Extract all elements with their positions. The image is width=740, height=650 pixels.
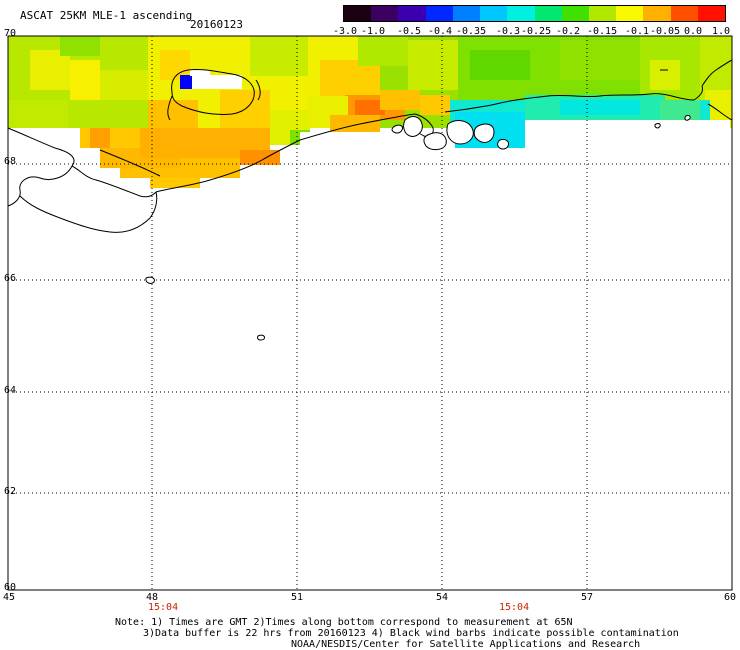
colorbar-segment [588,6,617,21]
product-title: ASCAT 25KM MLE-1 ascending [20,9,193,22]
lon-label: 45 [3,592,16,603]
lat-label: 60 [4,582,17,593]
note-line-3: NOAA/NESDIS/Center for Satellite Applica… [291,639,641,650]
colorbar-segment [398,6,426,21]
islands [145,115,691,341]
colorbar-label: -0.5 [397,26,422,37]
lon-label: 51 [291,592,304,603]
graticule [8,36,732,590]
colorbar-label: -3.0 [333,26,358,37]
lat-label: 66 [4,273,17,284]
pass-time-label: 15:04 [499,602,530,613]
lat-label: 68 [4,156,17,167]
note-line-1: Note: 1) Times are GMT 2)Times along bot… [115,617,573,628]
colorbar-segment [643,6,671,21]
lat-label: 70 [4,28,17,39]
colorbar-segment [616,6,644,21]
colorbar-label: -0.25 [521,26,552,37]
pass-time-label: 15:04 [148,602,179,613]
colorbar-segment [561,6,589,21]
colorbar-label: -0.3 [496,26,521,37]
colorbar-label: -0.15 [587,26,618,37]
colorbar-segment [534,6,562,21]
coastline [7,59,733,233]
colorbar-segment [425,6,453,21]
colorbar-segment [452,6,481,21]
note-line-2: 3)Data buffer is 22 hrs from 20160123 4)… [143,628,679,639]
lon-label: 60 [724,592,737,603]
colorbar-label: -0.4 [428,26,453,37]
colorbar-segment [371,6,399,21]
colorbar-segment [344,6,372,21]
lat-label: 64 [4,385,17,396]
lon-label: 48 [146,592,159,603]
wind-data-field [8,36,732,188]
colorbar-label: -0.1 [625,26,650,37]
colorbar-segment [697,6,726,21]
colorbar-label: -0.05 [650,26,681,37]
colorbar-segment [670,6,698,21]
lake-outline [167,69,255,121]
colorbar [343,5,726,22]
colorbar-label: 1.0 [712,26,731,37]
colorbar-segment [507,6,535,21]
colorbar-label: 0.0 [684,26,703,37]
colorbar-label: -0.35 [456,26,487,37]
colorbar-segment [480,6,508,21]
product-date: 20160123 [190,18,243,31]
colorbar-label: -0.2 [556,26,581,37]
lon-label: 57 [581,592,594,603]
lat-label: 62 [4,486,17,497]
plot-frame [7,35,733,591]
lon-label: 54 [436,592,449,603]
colorbar-label: -1.0 [361,26,386,37]
colorbar-segments [344,6,726,21]
lake-peninsula [255,79,261,101]
